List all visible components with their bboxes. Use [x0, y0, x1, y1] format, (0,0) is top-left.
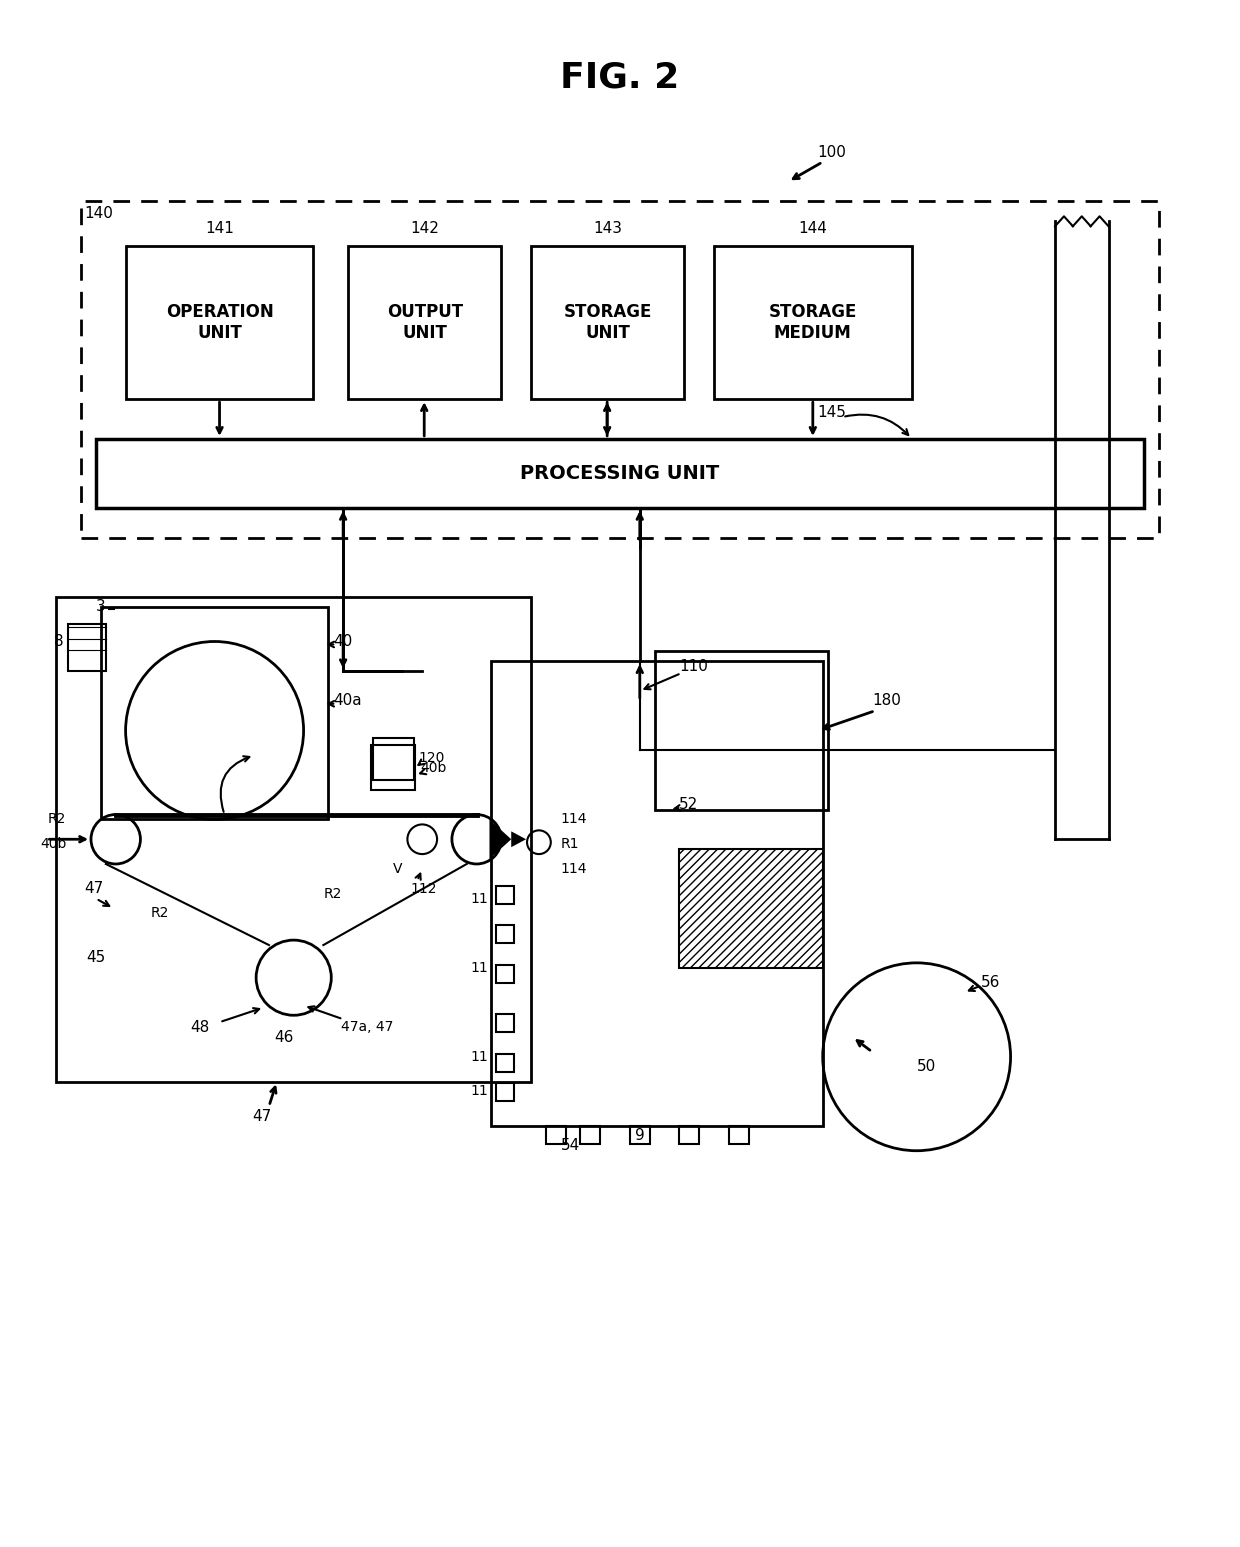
Text: 11: 11 [471, 1084, 489, 1098]
Text: 47: 47 [253, 1109, 272, 1123]
Bar [729, 1126, 749, 1143]
Text: R2: R2 [151, 907, 170, 920]
Text: 40b: 40b [40, 837, 66, 851]
Bar [580, 1126, 600, 1143]
Text: 112: 112 [410, 882, 436, 896]
Text: 45: 45 [86, 950, 105, 965]
Polygon shape [490, 820, 511, 859]
Text: 140: 140 [84, 206, 113, 221]
Bar [496, 1083, 515, 1101]
Bar [496, 925, 515, 944]
Text: 50: 50 [916, 1060, 936, 1074]
Text: 3: 3 [95, 599, 105, 614]
Text: 120: 120 [418, 752, 445, 766]
Bar [496, 965, 515, 982]
Text: 40: 40 [334, 634, 352, 650]
Text: 11: 11 [471, 1050, 489, 1064]
Bar [546, 1126, 565, 1143]
Text: R1: R1 [560, 837, 579, 851]
Text: 114: 114 [560, 812, 588, 826]
Text: V: V [393, 862, 402, 876]
Text: 47: 47 [84, 882, 103, 896]
Bar [531, 246, 684, 399]
Bar [655, 651, 827, 809]
Text: 40a: 40a [334, 693, 362, 709]
Bar [714, 246, 911, 399]
Text: 142: 142 [410, 221, 439, 235]
Bar [371, 746, 415, 791]
Text: PROCESSING UNIT: PROCESSING UNIT [521, 464, 719, 483]
Bar [496, 886, 515, 903]
Text: 145: 145 [817, 405, 847, 419]
Text: R2: R2 [48, 812, 66, 826]
Bar [680, 1126, 699, 1143]
Text: 47a, 47: 47a, 47 [341, 1019, 393, 1033]
Bar [373, 738, 414, 780]
Bar [496, 1015, 515, 1032]
Text: 9: 9 [635, 1128, 645, 1143]
Text: 144: 144 [799, 221, 827, 235]
Text: 114: 114 [560, 862, 588, 876]
Text: 46: 46 [274, 1029, 294, 1044]
Text: 11: 11 [471, 891, 489, 905]
Text: 180: 180 [872, 693, 901, 709]
Text: 100: 100 [817, 144, 847, 159]
Text: OUTPUT
UNIT: OUTPUT UNIT [387, 303, 463, 342]
Bar [95, 439, 1145, 507]
Text: 40b: 40b [420, 761, 446, 775]
Text: 54: 54 [560, 1139, 580, 1153]
Bar [81, 201, 1159, 538]
Text: FIG. 2: FIG. 2 [560, 60, 680, 94]
Bar [348, 246, 501, 399]
Text: R2: R2 [324, 886, 342, 900]
Polygon shape [511, 831, 526, 848]
Text: 48: 48 [190, 1019, 210, 1035]
Bar [680, 849, 822, 968]
Text: OPERATION
UNIT: OPERATION UNIT [166, 303, 273, 342]
Text: STORAGE
UNIT: STORAGE UNIT [563, 303, 652, 342]
Bar [491, 661, 822, 1126]
Text: 56: 56 [981, 975, 1001, 990]
Bar [68, 623, 105, 671]
Bar [630, 1126, 650, 1143]
Bar [496, 1054, 515, 1072]
Text: 52: 52 [680, 797, 698, 812]
Text: 143: 143 [593, 221, 622, 235]
Text: 8: 8 [53, 634, 63, 650]
Bar [125, 246, 314, 399]
Bar [56, 597, 531, 1081]
Text: 110: 110 [680, 659, 708, 673]
Text: 11: 11 [471, 961, 489, 975]
Text: 141: 141 [205, 221, 234, 235]
Text: STORAGE
MEDIUM: STORAGE MEDIUM [769, 303, 857, 342]
Bar [100, 606, 329, 820]
